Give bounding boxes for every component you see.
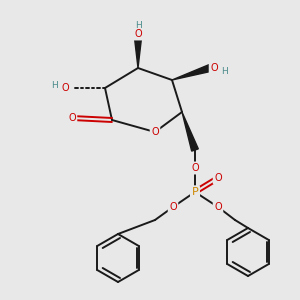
- Polygon shape: [182, 112, 198, 151]
- Text: O: O: [191, 163, 199, 173]
- Text: O: O: [214, 202, 222, 212]
- Text: O: O: [61, 83, 69, 93]
- Text: O: O: [214, 173, 222, 183]
- Text: H: H: [51, 80, 57, 89]
- Text: H: H: [220, 67, 227, 76]
- Text: O: O: [210, 63, 218, 73]
- Text: P: P: [192, 187, 198, 197]
- Text: O: O: [151, 127, 159, 137]
- Text: O: O: [68, 113, 76, 123]
- Text: O: O: [169, 202, 177, 212]
- Text: O: O: [134, 29, 142, 39]
- Polygon shape: [134, 38, 142, 68]
- Polygon shape: [172, 65, 211, 80]
- Text: H: H: [135, 22, 141, 31]
